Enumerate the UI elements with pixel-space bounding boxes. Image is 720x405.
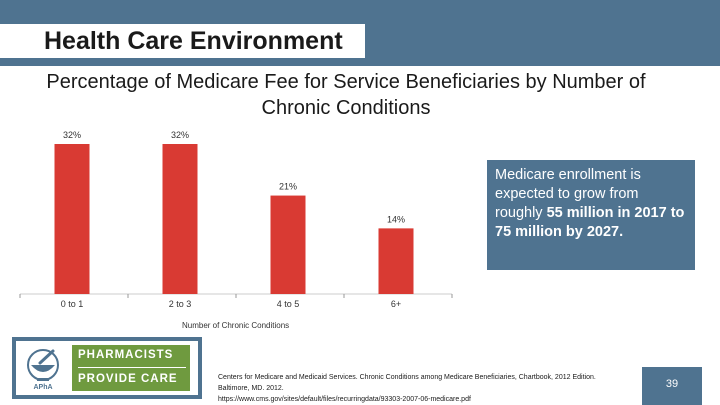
apha-mortar-pestle-icon: APhA [27,349,59,391]
bar-chart: 32% 0 to 1 32% 2 to 3 21% 4 to 5 14% 6+ Number … [19,130,453,330]
x-axis-label: Number of Chronic Conditions [182,321,289,330]
bar-2 [270,195,306,294]
tick-label-1: 2 to 3 [169,299,192,309]
logo-line-1: PHARMACISTS [78,349,174,361]
tick-label-3: 6+ [391,299,401,309]
page-number: 39 [665,378,679,390]
citation-line-1: Centers for Medicare and Medicaid Servic… [218,374,596,381]
enrollment-callout: Medicare enrollment is expected to grow … [487,160,695,270]
data-label-2: 21% [279,182,297,192]
tick-label-0: 0 to 1 [61,299,84,309]
bar-3 [378,228,414,294]
citation-line-2: Baltimore, MD. 2012. [218,385,284,392]
logo-line-2: PROVIDE CARE [78,373,178,385]
logo-mark-text: APhA [33,384,52,391]
slide-title: Health Care Environment [0,24,365,58]
data-label-1: 32% [171,130,189,140]
page-number-box: 39 [642,367,702,405]
logo-wordmark: PHARMACISTS PROVIDE CARE [72,345,190,391]
data-label-0: 32% [63,130,81,140]
data-label-3: 14% [387,214,405,224]
bar-0 [54,144,90,294]
chart-title: Percentage of Medicare Fee for Service B… [46,71,646,119]
source-citation: Centers for Medicare and Medicaid Servic… [218,372,628,405]
pharmacists-logo: APhA PHARMACISTS PROVIDE CARE [12,337,202,399]
bar-1 [162,144,198,294]
callout-highlight-2027: to 75 million by 2027. [495,205,685,240]
citation-link[interactable]: https://www.cms.gov/sites/default/files/… [218,396,471,403]
callout-text: Medicare enrollment is expected to grow … [495,167,641,221]
callout-highlight-2017: 55 million in 2017 [546,205,667,221]
tick-label-2: 4 to 5 [277,299,300,309]
